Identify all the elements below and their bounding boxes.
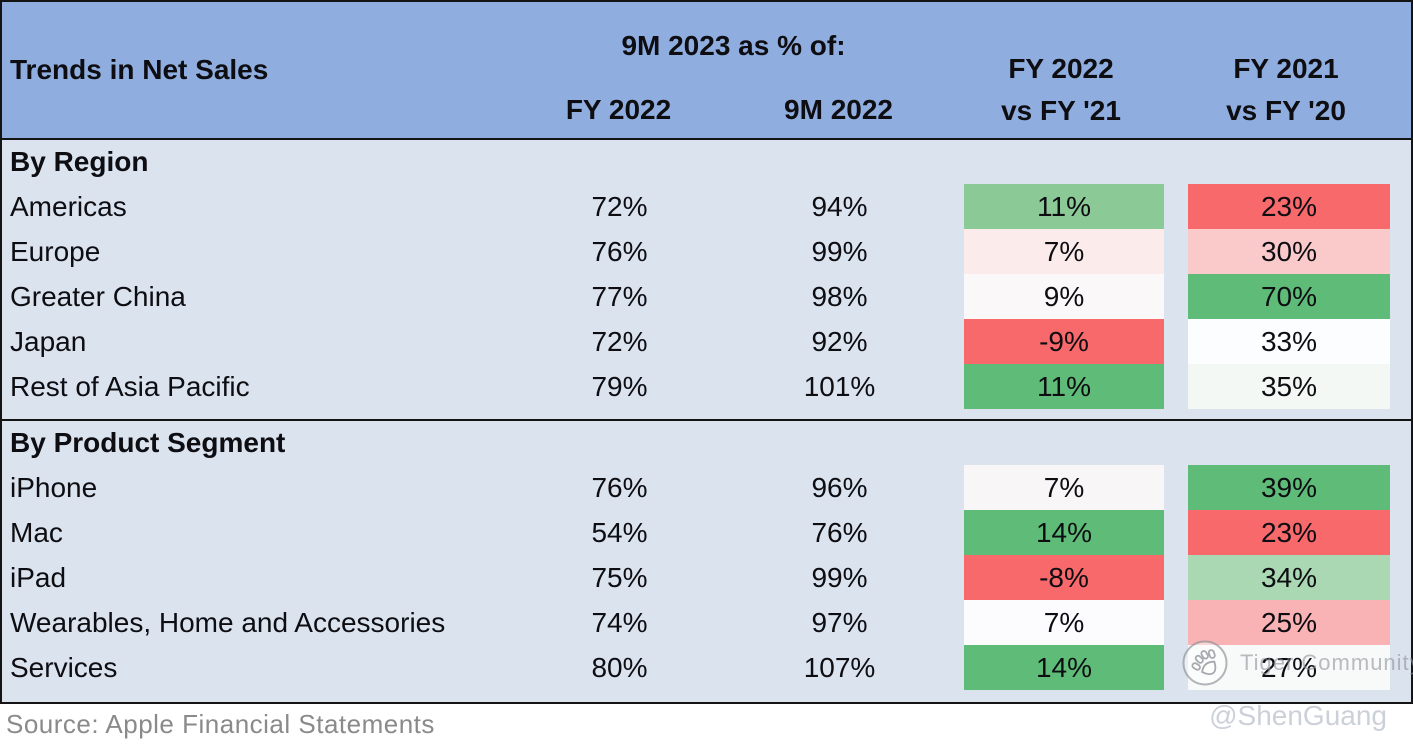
row-label: Wearables, Home and Accessories <box>10 606 446 638</box>
9m2022-value: 98% <box>811 280 868 312</box>
table-row: Services 80% 107% 14% 27% <box>2 645 1411 690</box>
fy22-vs-21-cell: 14% <box>964 645 1164 690</box>
row-label: Mac <box>10 516 63 548</box>
section-label: By Region <box>10 146 149 177</box>
fy21-vs-20-cell: 70% <box>1188 274 1390 319</box>
fy22-vs-21-cell: 9% <box>964 274 1164 319</box>
fy21-vs-20-cell: 27% <box>1188 645 1390 690</box>
9m2022-value: 92% <box>811 325 868 357</box>
row-label: Greater China <box>10 280 186 312</box>
table-row: iPhone 76% 96% 7% 39% <box>2 465 1411 510</box>
table-row: iPad 75% 99% -8% 34% <box>2 555 1411 600</box>
9m2022-value: 94% <box>811 190 868 222</box>
fy2022-value: 77% <box>591 280 648 312</box>
fy22-vs-21-cell: 11% <box>964 184 1164 229</box>
9m2022-value: 76% <box>811 516 868 548</box>
fy2022-value: 54% <box>591 516 648 548</box>
table-header: Trends in Net Sales 9M 2023 as % of: FY … <box>2 2 1411 140</box>
row-label: Rest of Asia Pacific <box>10 370 250 402</box>
fy2022-value: 74% <box>591 606 648 638</box>
column-group-header: 9M 2023 as % of: <box>621 30 846 61</box>
section-header-row: By Product Segment <box>2 421 1411 465</box>
fy22-vs-21-cell: -9% <box>964 319 1164 364</box>
section-header-row: By Region <box>2 140 1411 184</box>
9m2022-value: 99% <box>811 235 868 267</box>
fy21-vs-20-cell: 33% <box>1188 319 1390 364</box>
row-label: Japan <box>10 325 87 357</box>
row-label: Services <box>10 651 118 683</box>
table-row: Wearables, Home and Accessories 74% 97% … <box>2 600 1411 645</box>
column-header-fy22-vs-21: FY 2022 vs FY '21 <box>960 48 1162 132</box>
9m2022-value: 97% <box>811 606 868 638</box>
column-header-fy21-vs-20-line1: FY 2021 <box>1233 53 1339 84</box>
fy22-vs-21-cell: 7% <box>964 229 1164 274</box>
net-sales-table: Trends in Net Sales 9M 2023 as % of: FY … <box>0 0 1413 704</box>
table-title: Trends in Net Sales <box>10 54 269 85</box>
column-header-9m2022: 9M 2022 <box>784 94 893 125</box>
table-row: Americas 72% 94% 11% 23% <box>2 184 1411 229</box>
fy2022-value: 76% <box>591 235 648 267</box>
table-row: Rest of Asia Pacific 79% 101% 11% 35% <box>2 364 1411 409</box>
table-row: Japan 72% 92% -9% 33% <box>2 319 1411 364</box>
column-header-fy21-vs-20: FY 2021 vs FY '20 <box>1184 48 1388 132</box>
credit-handle: @ShenGuang <box>1209 700 1387 731</box>
section-label: By Product Segment <box>10 427 286 458</box>
table-row: Greater China 77% 98% 9% 70% <box>2 274 1411 319</box>
fy21-vs-20-cell: 25% <box>1188 600 1390 645</box>
9m2022-value: 96% <box>811 471 868 503</box>
row-label: Europe <box>10 235 101 267</box>
fy21-vs-20-cell: 30% <box>1188 229 1390 274</box>
fy22-vs-21-cell: 14% <box>964 510 1164 555</box>
row-label: Americas <box>10 190 127 222</box>
table-row: Mac 54% 76% 14% 23% <box>2 510 1411 555</box>
column-header-fy21-vs-20-line2: vs FY '20 <box>1226 95 1346 126</box>
fy2022-value: 79% <box>591 370 648 402</box>
row-label: iPhone <box>10 471 98 503</box>
table-section: By Product Segment iPhone 76% 96% 7% 39%… <box>2 419 1411 702</box>
9m2022-value: 101% <box>803 370 876 402</box>
fy2022-value: 80% <box>591 651 648 683</box>
9m2022-value: 99% <box>811 561 868 593</box>
fy22-vs-21-cell: -8% <box>964 555 1164 600</box>
fy2022-value: 76% <box>591 471 648 503</box>
fy21-vs-20-cell: 34% <box>1188 555 1390 600</box>
fy21-vs-20-cell: 23% <box>1188 510 1390 555</box>
table-body: By Region Americas 72% 94% 11% 23% Europ… <box>2 140 1411 702</box>
fy21-vs-20-cell: 35% <box>1188 364 1390 409</box>
fy2022-value: 72% <box>591 325 648 357</box>
column-header-fy2022: FY 2022 <box>565 94 672 125</box>
fy2022-value: 72% <box>591 190 648 222</box>
fy22-vs-21-cell: 7% <box>964 465 1164 510</box>
table-row: Europe 76% 99% 7% 30% <box>2 229 1411 274</box>
fy22-vs-21-cell: 7% <box>964 600 1164 645</box>
9m2022-value: 107% <box>803 651 876 683</box>
table-section: By Region Americas 72% 94% 11% 23% Europ… <box>2 140 1411 419</box>
row-label: iPad <box>10 561 67 593</box>
source-caption: Source: Apple Financial Statements <box>6 709 435 739</box>
fy21-vs-20-cell: 39% <box>1188 465 1390 510</box>
fy22-vs-21-cell: 11% <box>964 364 1164 409</box>
column-header-fy22-vs-21-line2: vs FY '21 <box>1001 95 1121 126</box>
fy21-vs-20-cell: 23% <box>1188 184 1390 229</box>
fy2022-value: 75% <box>591 561 648 593</box>
column-header-fy22-vs-21-line1: FY 2022 <box>1008 53 1114 84</box>
